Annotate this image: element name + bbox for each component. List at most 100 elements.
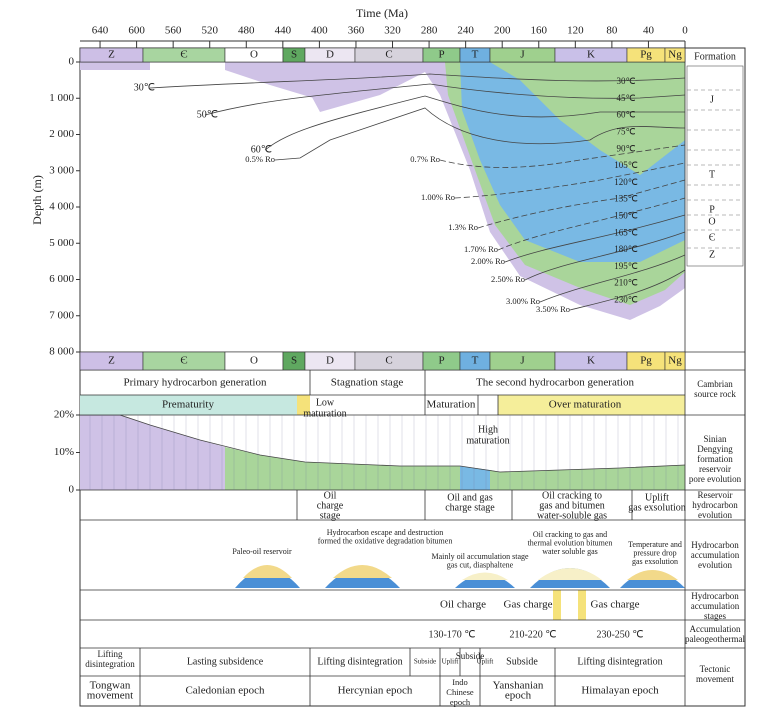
- label: Paleo-oil reservoir: [232, 547, 292, 556]
- label: paleogeothermal: [685, 634, 745, 644]
- label: 360: [348, 25, 365, 37]
- label: reservoir: [699, 464, 731, 474]
- label: Low: [316, 397, 335, 408]
- label: Ng: [668, 49, 682, 61]
- label: Lifting disintegration: [317, 656, 402, 667]
- label: Oil and gas: [447, 492, 493, 503]
- label: Hydrocarbon escape and destruction: [327, 528, 444, 537]
- label: Over maturation: [549, 399, 622, 411]
- formation-column: [686, 65, 744, 267]
- label: Temperature and: [628, 540, 682, 549]
- label: Z: [108, 355, 115, 367]
- label: 8 000: [49, 346, 74, 358]
- label: Cambrian: [697, 379, 733, 389]
- label: Uplift: [477, 658, 494, 666]
- label: 3.00% Ro: [506, 296, 540, 306]
- label: Hercynian epoch: [338, 685, 413, 697]
- label: 600: [128, 25, 145, 37]
- label: charge: [317, 500, 344, 511]
- label: 640: [92, 25, 109, 37]
- label: Oil cracking to gas and: [533, 530, 607, 539]
- label: 4 000: [49, 201, 74, 213]
- label: 130-170 ℃: [428, 629, 475, 640]
- label: T: [472, 49, 479, 61]
- label: Time (Ma): [356, 6, 408, 20]
- porosity-area: [80, 414, 686, 490]
- label: Z: [709, 249, 715, 260]
- maturity-boxes: [80, 395, 685, 415]
- label: 560: [165, 25, 182, 37]
- label: 2.50% Ro: [491, 274, 525, 284]
- label: movement: [696, 674, 734, 684]
- label: Oil: [324, 490, 337, 501]
- label: 50℃: [197, 109, 218, 120]
- label: 160: [531, 25, 548, 37]
- label: 210-220 ℃: [509, 629, 556, 640]
- label: 105℃: [614, 160, 638, 170]
- label: Accumulation: [690, 624, 741, 634]
- label: Gas charge: [504, 599, 553, 611]
- label: S: [291, 355, 297, 367]
- label: The second hydrocarbon generation: [476, 377, 634, 389]
- label: K: [587, 355, 595, 367]
- label: Tongwan: [90, 680, 131, 692]
- label: 30℃: [134, 82, 155, 93]
- label: O: [250, 49, 258, 61]
- label: 480: [238, 25, 255, 37]
- reservoir-domes: [235, 565, 685, 620]
- label: Z: [108, 49, 115, 61]
- label: gas and bitumen: [539, 500, 605, 511]
- label: 45℃: [616, 93, 635, 103]
- label: epoch: [450, 697, 471, 707]
- label: Stagnation stage: [331, 377, 404, 389]
- label: C: [385, 49, 392, 61]
- label: P: [438, 355, 444, 367]
- label: Ng: [668, 355, 682, 367]
- label: 1.00% Ro: [421, 192, 455, 202]
- label: 320: [384, 25, 401, 37]
- label: Prematurity: [162, 399, 214, 411]
- label: maturation: [303, 408, 346, 419]
- label: water-soluble gas: [537, 510, 607, 521]
- label: Є: [180, 355, 187, 367]
- label: High: [478, 424, 498, 435]
- label: C: [385, 355, 392, 367]
- label: disintegration: [85, 659, 135, 669]
- label: Lifting disintegration: [577, 656, 662, 667]
- label: epoch: [505, 690, 532, 702]
- period-box: [664, 47, 686, 63]
- label: accumulation: [691, 550, 740, 560]
- label: 400: [311, 25, 328, 37]
- label: pressure drop: [633, 548, 676, 557]
- label: 5 000: [49, 237, 74, 249]
- period-box: [664, 351, 686, 371]
- label: 520: [201, 25, 218, 37]
- label: formed the oxidative degradation bitumen: [318, 536, 453, 545]
- label: Formation: [694, 51, 736, 62]
- label: pore evolution: [689, 474, 742, 484]
- label: stages: [704, 611, 726, 621]
- label: J: [520, 49, 525, 61]
- burial-fills: [80, 62, 685, 320]
- label: 0: [69, 56, 75, 68]
- label: 40: [643, 25, 655, 37]
- label: 80: [606, 25, 618, 37]
- label: 0: [69, 484, 75, 496]
- label: O: [708, 216, 715, 227]
- label: Pg: [640, 49, 652, 61]
- label: Dengying: [697, 444, 733, 454]
- label: O: [250, 355, 258, 367]
- label: Yanshanian: [493, 680, 544, 692]
- label: 90℃: [616, 143, 635, 153]
- label: 75℃: [616, 126, 635, 136]
- label: K: [587, 49, 595, 61]
- label: gas exsolution: [632, 557, 678, 566]
- label: Chinese: [446, 687, 474, 697]
- label: Hydrocarbon: [691, 540, 739, 550]
- label: Uplift: [442, 658, 459, 666]
- label: evolution: [698, 560, 732, 570]
- label: 6 000: [49, 273, 74, 285]
- label: D: [326, 49, 334, 61]
- label: Maturation: [427, 399, 476, 411]
